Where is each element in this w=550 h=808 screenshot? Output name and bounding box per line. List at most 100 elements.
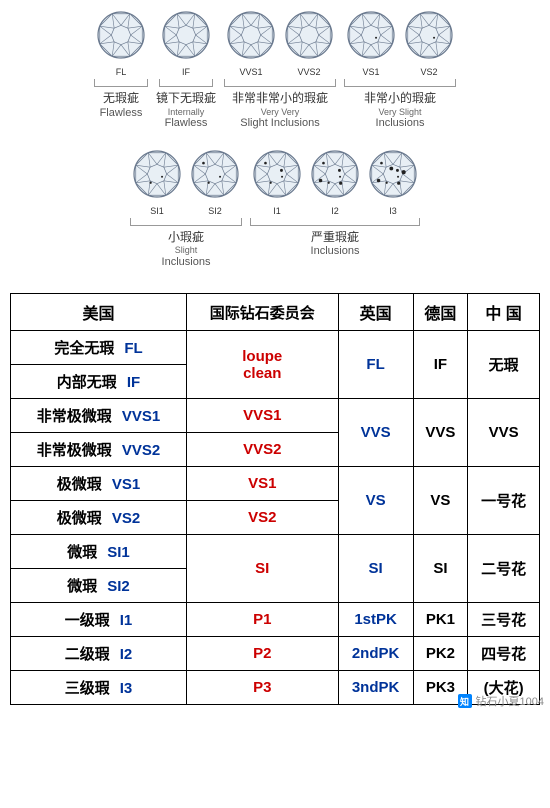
- cell-intl: P3: [186, 671, 338, 705]
- header-intl: 国际钻石委员会: [186, 294, 338, 331]
- us-cn-label: 极微瑕: [57, 476, 102, 493]
- clarity-code: VVS2: [297, 67, 320, 77]
- cell-cn: 二号花: [468, 535, 540, 603]
- us-code: VVS1: [122, 408, 160, 425]
- bracket: [130, 218, 242, 226]
- us-code: I1: [120, 612, 133, 629]
- cell-us: 内部无瑕 IF: [11, 365, 187, 399]
- cell-us: 微瑕SI2: [11, 569, 187, 603]
- us-cn-label: 非常极微瑕: [37, 442, 112, 459]
- us-cn-label: 内部无瑕: [57, 374, 117, 391]
- diagram-row-1: FL无瑕疵Flawless IF镜下无瑕疵InternallyFlawless …: [10, 10, 540, 131]
- cell-intl: VS2: [186, 501, 338, 535]
- diamond-icon: [161, 10, 211, 65]
- cell-us: 微瑕SI1: [11, 535, 187, 569]
- table-row: 极微瑕VS1VS1VSVS一号花: [11, 467, 540, 501]
- group-en2: Flawless: [156, 117, 216, 130]
- us-code: IF: [127, 374, 140, 391]
- cell-uk: 1stPK: [338, 603, 413, 637]
- group-label: 无瑕疵Flawless: [100, 91, 143, 120]
- clarity-code: SI2: [208, 206, 222, 216]
- us-code: I3: [120, 680, 133, 697]
- cell-intl: P1: [186, 603, 338, 637]
- clarity-group: VS1 VS2非常小的瑕疵Very SlightInclusions: [344, 10, 456, 131]
- us-code: SI1: [107, 544, 130, 561]
- us-code: SI2: [107, 578, 130, 595]
- cell-cn: 一号花: [468, 467, 540, 535]
- group-en2: Flawless: [100, 107, 143, 120]
- bracket: [344, 79, 456, 87]
- cell-cn: 无瑕: [468, 331, 540, 399]
- cell-de: VVS: [413, 399, 468, 467]
- cell-cn: VVS: [468, 399, 540, 467]
- us-cn-label: 极微瑕: [57, 510, 102, 527]
- cell-cn: 三号花: [468, 603, 540, 637]
- cell-intl: VVS1: [186, 399, 338, 433]
- diamond-icon: [252, 149, 302, 204]
- cell-uk: VS: [338, 467, 413, 535]
- cell-de: VS: [413, 467, 468, 535]
- diamond-icon: [368, 149, 418, 204]
- clarity-group: IF 镜下无瑕疵InternallyFlawless: [156, 10, 216, 131]
- header-de: 德国: [413, 294, 468, 331]
- us-cn-label: 完全无瑕: [54, 340, 114, 357]
- cell-intl: SI: [186, 535, 338, 603]
- diamond-icon: [284, 10, 334, 65]
- header-us: 美国: [11, 294, 187, 331]
- clarity-code: VS1: [362, 67, 379, 77]
- clarity-code: VS2: [420, 67, 437, 77]
- table-row: 完全无瑕FLloupecleanFLIF无瑕: [11, 331, 540, 365]
- diamond-icon: [346, 10, 396, 65]
- cell-de: IF: [413, 331, 468, 399]
- clarity-group: VVS1 VVS2非常非常小的瑕疵Very VerySlight Inclusi…: [224, 10, 336, 131]
- cell-intl: P2: [186, 637, 338, 671]
- us-cn-label: 一级瑕: [65, 612, 110, 629]
- clarity-code: I2: [331, 206, 339, 216]
- zhihu-icon: 知: [458, 694, 472, 708]
- us-code: VS1: [112, 476, 140, 493]
- cell-de: PK1: [413, 603, 468, 637]
- clarity-code: IF: [182, 67, 190, 77]
- us-code: FL: [124, 340, 142, 357]
- cell-uk: VVS: [338, 399, 413, 467]
- watermark-text: 钻石小夏1004: [476, 693, 544, 709]
- us-cn-label: 非常极微瑕: [37, 408, 112, 425]
- cell-intl: loupeclean: [186, 331, 338, 399]
- us-code: VVS2: [122, 442, 160, 459]
- clarity-group: I1 I2 I3严重瑕疵Inclusions: [250, 149, 420, 270]
- cell-us: 三级瑕I3: [11, 671, 187, 705]
- group-cn: 无瑕疵: [100, 91, 143, 107]
- bracket: [94, 79, 148, 87]
- cell-us: 非常极微瑕 VVS2: [11, 433, 187, 467]
- cell-intl: VS1: [186, 467, 338, 501]
- clarity-code: SI1: [150, 206, 164, 216]
- diamond-icon: [132, 149, 182, 204]
- group-label: 严重瑕疵Inclusions: [311, 230, 360, 259]
- table-body: 完全无瑕FLloupecleanFLIF无瑕内部无瑕IF非常极微瑕VVS1VVS…: [11, 331, 540, 705]
- table-header-row: 美国 国际钻石委员会 英国 德国 中 国: [11, 294, 540, 331]
- diamond-item: IF: [159, 10, 213, 77]
- cell-uk: FL: [338, 331, 413, 399]
- bracket: [224, 79, 336, 87]
- group-label: 镜下无瑕疵InternallyFlawless: [156, 91, 216, 131]
- table-row: 一级瑕 I1 P11stPKPK1三号花: [11, 603, 540, 637]
- cell-intl: VVS2: [186, 433, 338, 467]
- diamond-icon: [310, 149, 360, 204]
- group-en1: Slight: [162, 245, 211, 256]
- cell-us: 完全无瑕 FL: [11, 331, 187, 365]
- group-en1: Internally: [156, 107, 216, 118]
- clarity-code: VVS1: [239, 67, 262, 77]
- intl-value: loupeclean: [242, 348, 282, 382]
- cell-us: 一级瑕 I1: [11, 603, 187, 637]
- clarity-group: SI1 SI2 小瑕疵SlightInclusions: [130, 149, 242, 270]
- cell-uk: 3ndPK: [338, 671, 413, 705]
- header-uk: 英国: [338, 294, 413, 331]
- group-cn: 小瑕疵: [162, 230, 211, 246]
- table-row: 二级瑕I2P22ndPKPK2四号花: [11, 637, 540, 671]
- diamond-item: I1: [250, 149, 304, 216]
- group-cn: 严重瑕疵: [311, 230, 360, 246]
- diamond-icon: [404, 10, 454, 65]
- group-label: 小瑕疵SlightInclusions: [162, 230, 211, 270]
- diamond-item: SI1: [130, 149, 184, 216]
- header-cn: 中 国: [468, 294, 540, 331]
